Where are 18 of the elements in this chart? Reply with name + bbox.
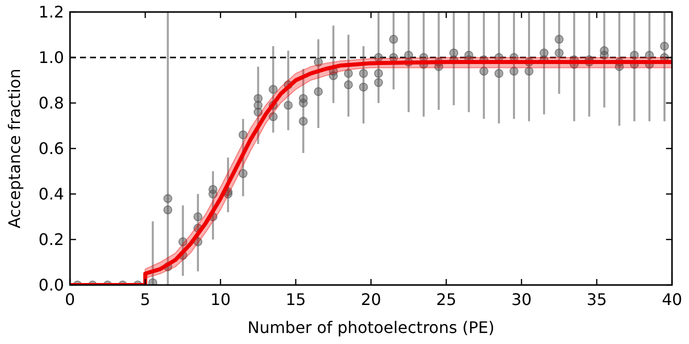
x-tick-label: 0 (64, 290, 76, 309)
y-tick-label: 0.6 (38, 139, 64, 158)
x-tick-label: 15 (286, 290, 306, 309)
x-tick-label: 35 (586, 290, 607, 309)
x-tick-label: 40 (662, 290, 682, 309)
x-tick-label: 25 (436, 290, 456, 309)
y-axis-title: Acceptance fraction (5, 68, 24, 228)
y-tick-label: 0.8 (38, 94, 64, 113)
x-tick-label: 5 (140, 290, 150, 309)
x-tick-label: 20 (360, 290, 382, 309)
y-tick-label: 0.0 (38, 276, 64, 295)
x-axis-title: Number of photoelectrons (PE) (247, 318, 495, 337)
y-tick-label: 0.2 (38, 230, 64, 250)
y-tick-label: 1.2 (38, 2, 64, 22)
x-tick-label: 30 (511, 290, 532, 309)
x-tick-label: 10 (210, 290, 231, 309)
y-tick-label: 1.0 (38, 48, 64, 68)
y-tick-label: 0.4 (38, 184, 64, 204)
